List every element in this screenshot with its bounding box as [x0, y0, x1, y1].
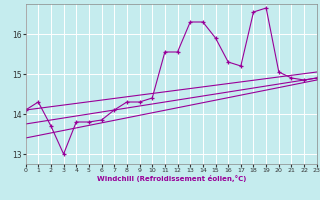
X-axis label: Windchill (Refroidissement éolien,°C): Windchill (Refroidissement éolien,°C): [97, 175, 246, 182]
